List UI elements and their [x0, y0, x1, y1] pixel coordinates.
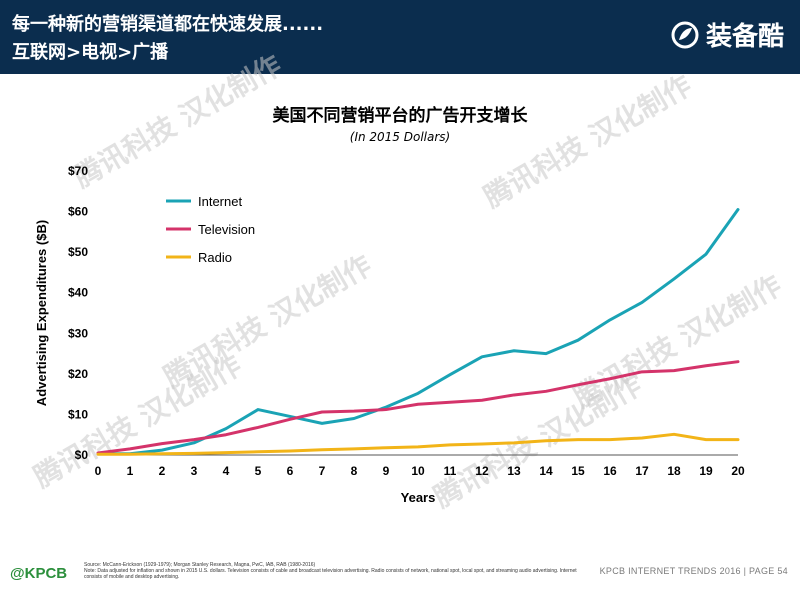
brand-logo: 装备酷: [670, 16, 784, 53]
brand-leaf-icon: [671, 21, 699, 48]
chart-axes: [98, 454, 738, 456]
y-tick-label: $30: [68, 326, 88, 340]
slide-header: 每一种新的营销渠道都在快速发展...... 互联网>电视>广播 装备酷: [0, 0, 800, 74]
y-axis-label: Advertising Expenditures ($B): [34, 220, 49, 406]
x-tick-label: 5: [255, 464, 262, 478]
x-tick-label: 4: [223, 464, 230, 478]
y-tick-label: $50: [68, 245, 88, 259]
y-tick-label: $10: [68, 407, 88, 421]
x-axis-label: Years: [401, 490, 436, 505]
y-tick-label: $20: [68, 367, 88, 381]
y-tick-label: $60: [68, 205, 88, 219]
x-tick-label: 10: [411, 464, 425, 478]
x-tick-label: 3: [191, 464, 198, 478]
chart-ticks: $0$10$20$30$40$50$60$700 1 2 3 4 5 6 7 8 9 10 11 12 1…: [68, 164, 745, 478]
source-note: Source: McCann-Erickson (1929-1979); Mor…: [84, 562, 584, 580]
y-tick-label: $40: [68, 286, 88, 300]
brand-name: 装备酷: [705, 22, 784, 52]
page-footer: KPCB INTERNET TRENDS 2016 | PAGE 54: [599, 566, 788, 576]
kpcb-logo: @KPCB: [10, 565, 68, 582]
x-tick-label: 2: [159, 464, 166, 478]
chart-title: 美国不同营销平台的广告开支增长: [272, 106, 528, 126]
header-title: 每一种新的营销渠道都在快速发展......: [12, 14, 324, 35]
source-line: Source: McCann-Erickson (1929-1979); Mor…: [84, 562, 316, 568]
header-subtitle: 互联网>电视>广播: [12, 42, 169, 63]
x-tick-label: 14: [539, 464, 553, 478]
x-tick-label: 7: [319, 464, 326, 478]
y-tick-label: $70: [68, 164, 88, 178]
x-tick-label: 12: [475, 464, 489, 478]
note-line: Note: Data adjusted for inflation and sh…: [84, 568, 577, 580]
x-tick-label: 6: [287, 464, 294, 478]
chart-subtitle: (In 2015 Dollars): [349, 130, 451, 144]
x-tick-label: 1: [127, 464, 134, 478]
y-tick-label: $0: [75, 448, 89, 462]
x-tick-label: 8: [351, 464, 358, 478]
chart-legend: Internet Television Radio: [166, 194, 255, 265]
x-tick-label: 16: [603, 464, 617, 478]
x-tick-label: 17: [635, 464, 649, 478]
chart-series: [96, 208, 740, 456]
x-tick-label: 20: [731, 464, 745, 478]
series-line-television: [96, 360, 740, 455]
x-tick-label: 15: [571, 464, 585, 478]
x-tick-label: 0: [95, 464, 102, 478]
x-tick-label: 11: [444, 464, 457, 478]
x-tick-label: 19: [699, 464, 713, 478]
series-line-internet: [96, 208, 740, 456]
x-tick-label: 9: [383, 464, 390, 478]
legend-label: Television: [198, 222, 255, 237]
legend-label: Internet: [198, 194, 242, 209]
series-line-radio: [96, 432, 740, 456]
x-tick-label: 13: [507, 464, 521, 478]
x-tick-label: 18: [667, 464, 681, 478]
legend-label: Radio: [198, 250, 232, 265]
